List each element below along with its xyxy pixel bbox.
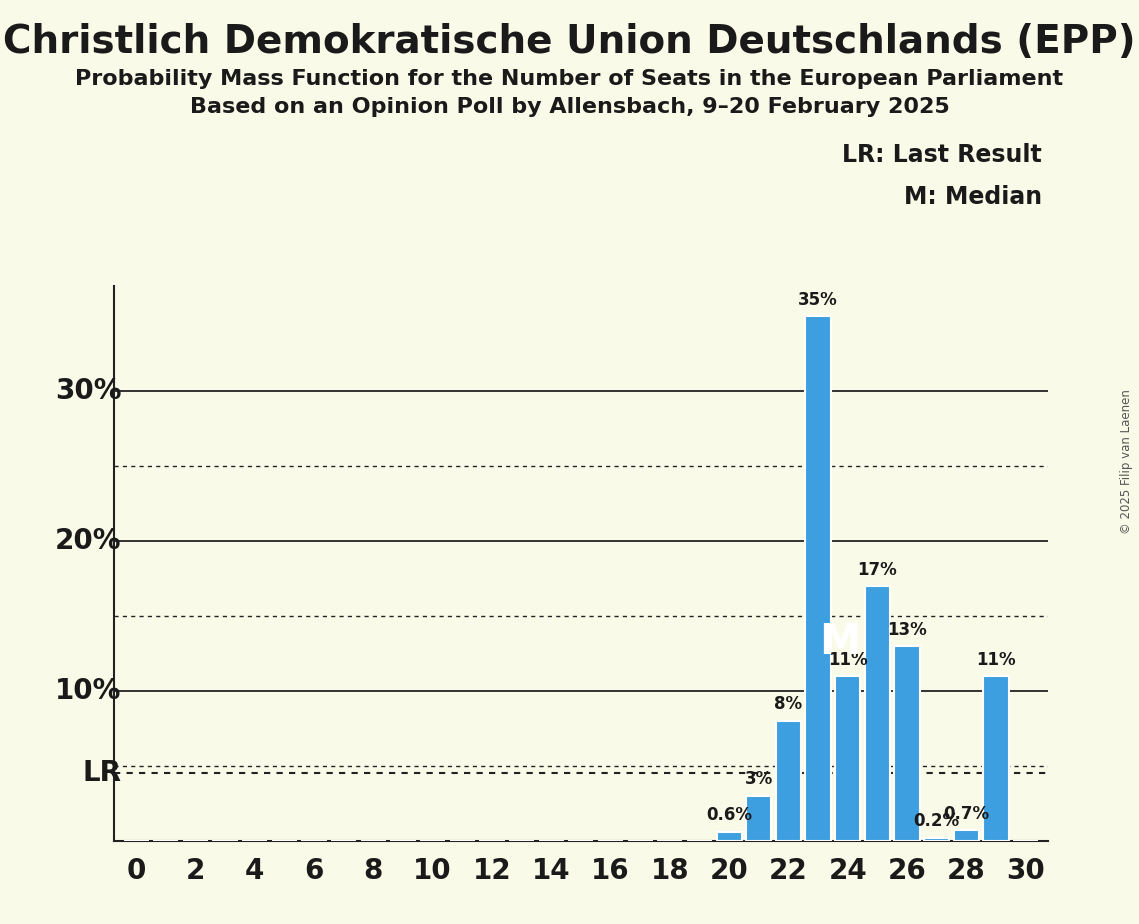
Text: 35%: 35% <box>798 291 838 309</box>
Text: 8%: 8% <box>775 696 803 713</box>
Bar <box>894 646 919 841</box>
Bar <box>924 838 949 841</box>
Text: 3%: 3% <box>745 771 773 788</box>
Bar <box>953 831 978 841</box>
Text: Christlich Demokratische Union Deutschlands (EPP): Christlich Demokratische Union Deutschla… <box>3 23 1136 61</box>
Text: 20%: 20% <box>55 528 122 555</box>
Text: Based on an Opinion Poll by Allensbach, 9–20 February 2025: Based on an Opinion Poll by Allensbach, … <box>189 97 950 117</box>
Bar <box>716 832 741 841</box>
Bar <box>983 676 1009 841</box>
Text: 0.2%: 0.2% <box>913 812 960 831</box>
Text: Probability Mass Function for the Number of Seats in the European Parliament: Probability Mass Function for the Number… <box>75 69 1064 90</box>
Bar <box>746 796 771 841</box>
Text: 0.7%: 0.7% <box>943 805 990 823</box>
Text: LR: Last Result: LR: Last Result <box>843 143 1042 167</box>
Text: 17%: 17% <box>858 561 898 578</box>
Bar <box>776 721 801 841</box>
Text: LR: LR <box>82 760 122 787</box>
Bar <box>835 676 860 841</box>
Bar <box>865 586 890 841</box>
Text: 30%: 30% <box>55 377 122 406</box>
Text: © 2025 Filip van Laenen: © 2025 Filip van Laenen <box>1121 390 1133 534</box>
Text: 0.6%: 0.6% <box>706 807 752 824</box>
Bar <box>805 316 830 841</box>
Text: 11%: 11% <box>976 650 1016 669</box>
Text: 10%: 10% <box>55 677 122 705</box>
Text: M: Median: M: Median <box>904 185 1042 209</box>
Text: 13%: 13% <box>887 621 927 638</box>
Text: 11%: 11% <box>828 650 868 669</box>
Text: M: M <box>820 621 861 663</box>
